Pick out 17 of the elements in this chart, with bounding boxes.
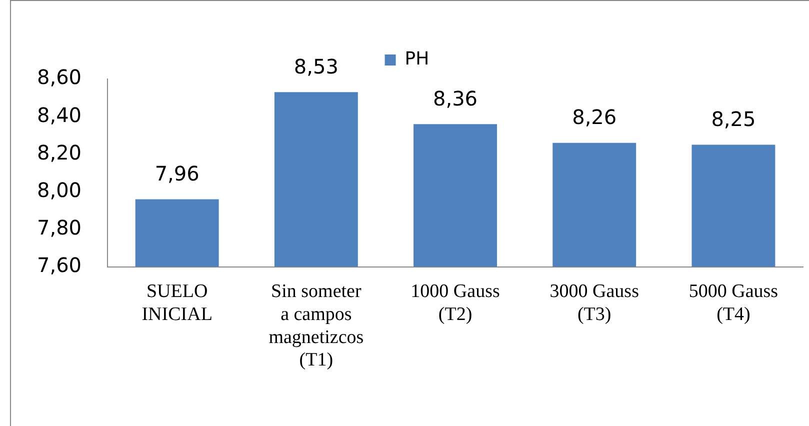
x-tick-label: Sin someter a campos magnetizcos (T1) — [268, 281, 364, 371]
legend-label: PH — [404, 48, 430, 70]
x-tick-label: SUELO INICIAL — [142, 281, 212, 325]
data-label: 8,26 — [572, 105, 617, 130]
x-tick-label: 3000 Gauss (T3) — [550, 281, 639, 325]
x-tick-label: 1000 Gauss (T2) — [410, 281, 500, 325]
y-tick-label: 8,40 — [37, 102, 82, 127]
data-label: 8,25 — [711, 106, 756, 131]
data-label: 7,96 — [154, 161, 200, 186]
x-tick-label: 5000 Gauss (T4) — [688, 281, 778, 325]
y-tick-label: 7,80 — [37, 215, 82, 240]
y-tick-label: 8,00 — [37, 178, 82, 202]
data-label: 8,53 — [294, 54, 338, 78]
y-tick-label: 8,60 — [37, 65, 82, 90]
y-tick-label: 8,20 — [37, 140, 82, 164]
data-label: 8,36 — [433, 86, 478, 110]
y-tick-label: 7,60 — [37, 253, 82, 278]
